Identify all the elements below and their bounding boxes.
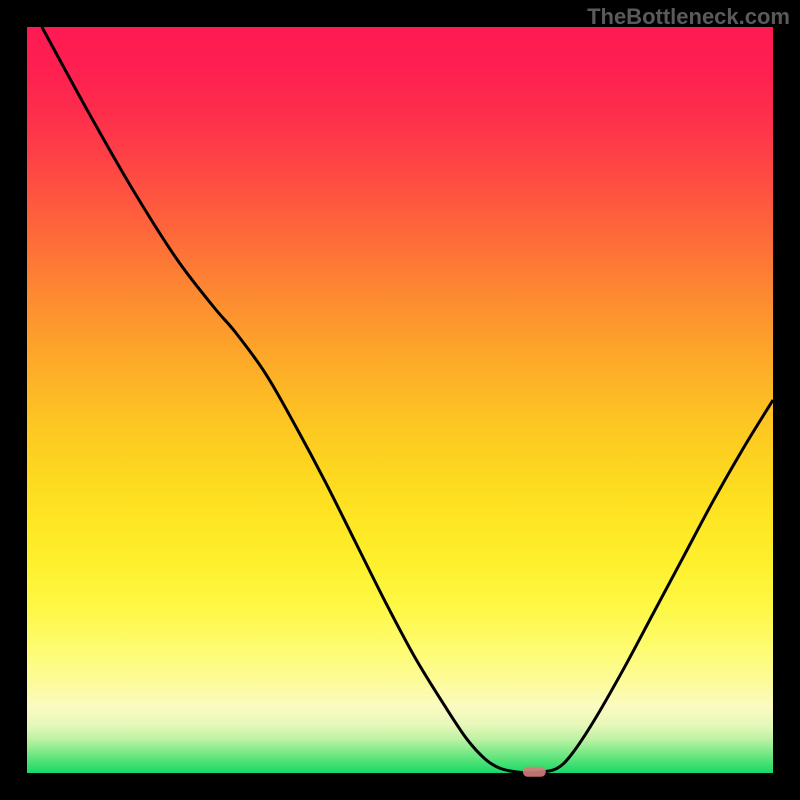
watermark-text: TheBottleneck.com (587, 4, 790, 30)
plot-area (27, 27, 773, 773)
optimal-marker (523, 766, 545, 776)
curve-svg (27, 27, 773, 773)
chart-container: TheBottleneck.com (0, 0, 800, 800)
bottleneck-curve (42, 27, 773, 773)
